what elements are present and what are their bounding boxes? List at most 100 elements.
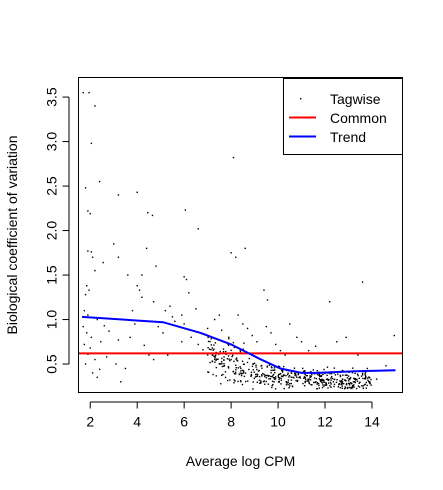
tagwise-point	[358, 382, 360, 384]
tagwise-point	[358, 386, 361, 388]
tagwise-point	[197, 343, 199, 346]
tagwise-point	[323, 381, 325, 383]
tagwise-point	[328, 382, 330, 384]
tagwise-point	[341, 387, 343, 389]
tagwise-point	[357, 374, 359, 377]
tagwise-point	[289, 383, 291, 385]
tagwise-point	[255, 375, 258, 378]
tagwise-point	[206, 327, 209, 330]
tagwise-point	[91, 256, 94, 258]
tagwise-point	[298, 376, 300, 379]
tagwise-point	[171, 316, 174, 318]
tagwise-point	[231, 355, 233, 358]
tagwise-point	[233, 360, 235, 363]
tagwise-point	[211, 347, 213, 349]
tagwise-point	[304, 377, 306, 379]
tagwise-point	[362, 387, 364, 389]
tagwise-point	[290, 379, 293, 381]
tagwise-point	[361, 372, 364, 374]
tagwise-point	[309, 379, 312, 381]
tagwise-point	[235, 367, 237, 369]
tagwise-point	[342, 378, 344, 381]
tagwise-point	[90, 142, 93, 145]
tagwise-point	[211, 360, 213, 362]
tagwise-point	[207, 347, 209, 349]
tagwise-point	[88, 91, 90, 94]
tagwise-point	[230, 358, 232, 361]
tagwise-point	[258, 376, 261, 378]
tagwise-point	[127, 274, 129, 276]
tagwise-point	[368, 381, 371, 383]
tagwise-point	[264, 383, 266, 385]
tagwise-point	[277, 381, 280, 383]
tagwise-point	[343, 383, 345, 385]
tagwise-point	[206, 354, 209, 356]
tagwise-point	[260, 380, 262, 382]
tagwise-point	[94, 105, 96, 107]
tagwise-point	[266, 366, 268, 368]
tagwise-point	[326, 366, 329, 368]
tagwise-point	[355, 378, 358, 381]
tagwise-point	[288, 387, 290, 389]
tagwise-point	[363, 384, 366, 386]
tagwise-point	[335, 381, 338, 384]
tagwise-point	[217, 358, 219, 360]
tagwise-point	[269, 378, 272, 380]
tagwise-point	[287, 383, 289, 386]
tagwise-point	[91, 372, 94, 374]
tagwise-point	[319, 379, 321, 381]
tagwise-point	[252, 369, 254, 371]
tagwise-point	[271, 386, 273, 389]
tagwise-point	[329, 301, 331, 303]
tagwise-point	[312, 381, 315, 384]
tagwise-point	[250, 375, 252, 377]
x-axis: 2 4 6 8 10 12 14	[86, 401, 380, 430]
tagwise-point	[279, 373, 281, 375]
tagwise-point	[364, 371, 367, 374]
tagwise-point	[103, 325, 106, 327]
tagwise-point	[228, 338, 230, 340]
tagwise-point	[284, 354, 286, 356]
tagwise-point	[232, 156, 235, 159]
tagwise-point	[167, 354, 169, 356]
tagwise-point	[385, 365, 387, 367]
tagwise-point	[215, 359, 217, 361]
tagwise-point	[347, 380, 350, 382]
tagwise-point	[210, 348, 212, 351]
tagwise-point	[251, 334, 253, 337]
tagwise-point	[364, 373, 366, 375]
tagwise-points	[82, 91, 395, 390]
tagwise-point	[232, 370, 234, 373]
tagwise-point	[307, 380, 309, 382]
tagwise-point	[354, 372, 356, 375]
tagwise-point	[266, 365, 268, 367]
tagwise-point	[220, 374, 223, 376]
tagwise-point	[369, 382, 371, 385]
tagwise-point	[294, 374, 297, 376]
tagwise-point	[303, 376, 306, 378]
tagwise-point	[240, 367, 242, 370]
tagwise-point	[321, 386, 324, 389]
tagwise-point	[240, 374, 243, 377]
tagwise-point	[273, 369, 276, 371]
tagwise-point	[370, 378, 372, 381]
tagwise-point	[316, 383, 318, 385]
tagwise-point	[202, 349, 204, 351]
tagwise-point	[293, 372, 296, 375]
tagwise-point	[221, 365, 224, 368]
tagwise-point	[343, 387, 346, 390]
tagwise-point	[223, 359, 225, 361]
tagwise-point	[270, 332, 272, 334]
tagwise-point	[323, 368, 325, 371]
tagwise-point	[367, 377, 369, 379]
tagwise-point	[333, 367, 336, 369]
legend-common-label: Common	[330, 110, 387, 126]
tagwise-point	[271, 384, 273, 387]
tagwise-point	[355, 387, 358, 390]
tagwise-point	[219, 350, 221, 353]
tagwise-point	[316, 382, 319, 384]
tagwise-point	[241, 360, 244, 363]
tagwise-point	[304, 373, 306, 376]
tagwise-point	[296, 336, 298, 339]
tagwise-point	[270, 371, 272, 374]
